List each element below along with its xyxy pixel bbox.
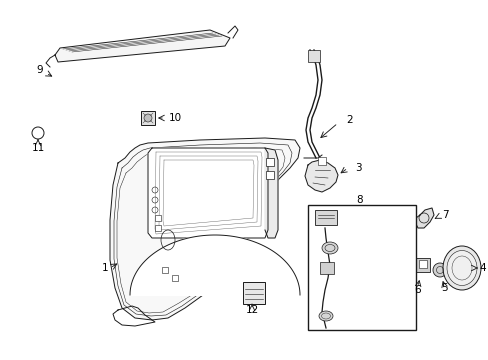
Bar [319,262,333,274]
Polygon shape [110,138,299,320]
Text: 5: 5 [440,283,447,293]
Ellipse shape [442,246,480,290]
Bar [172,275,178,281]
Text: 8: 8 [356,195,363,205]
Bar [307,205,415,330]
Bar [162,267,168,273]
Text: 12: 12 [245,305,258,315]
Bar [415,258,429,272]
Bar [155,225,161,231]
Bar [265,158,273,166]
Ellipse shape [446,251,476,285]
Text: 10: 10 [168,113,181,123]
Text: 3: 3 [354,163,361,173]
Polygon shape [264,148,278,238]
Bar [317,157,325,165]
Polygon shape [148,148,267,238]
Bar [141,111,155,125]
Text: 4: 4 [479,263,486,273]
Bar [314,210,336,225]
Bar [307,50,319,62]
Polygon shape [305,160,337,192]
Ellipse shape [318,311,332,321]
Text: 9: 9 [37,65,43,75]
Bar [243,282,264,304]
Text: 6: 6 [414,285,421,295]
Bar [265,171,273,179]
Bar [418,260,426,268]
Bar [155,215,161,221]
Text: 11: 11 [31,143,44,153]
Text: 7: 7 [441,210,447,220]
Polygon shape [55,30,229,62]
Text: 1: 1 [102,263,108,273]
Ellipse shape [321,242,337,254]
Polygon shape [130,235,299,295]
Circle shape [143,114,152,122]
Polygon shape [414,208,433,228]
Text: 2: 2 [346,115,353,125]
Circle shape [432,263,446,277]
